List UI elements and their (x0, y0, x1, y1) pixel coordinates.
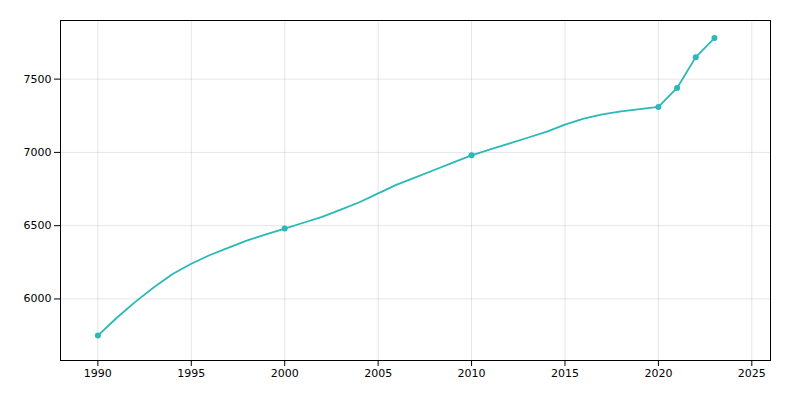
svg-text:1995: 1995 (177, 367, 205, 380)
svg-text:2005: 2005 (364, 367, 392, 380)
svg-text:7500: 7500 (24, 73, 52, 86)
svg-text:2025: 2025 (738, 367, 766, 380)
svg-text:6500: 6500 (24, 219, 52, 232)
svg-text:1990: 1990 (84, 367, 112, 380)
svg-text:2000: 2000 (271, 367, 299, 380)
svg-text:7000: 7000 (24, 146, 52, 159)
svg-text:6000: 6000 (24, 292, 52, 305)
svg-text:2020: 2020 (644, 367, 672, 380)
svg-text:2010: 2010 (458, 367, 486, 380)
svg-text:2015: 2015 (551, 367, 579, 380)
